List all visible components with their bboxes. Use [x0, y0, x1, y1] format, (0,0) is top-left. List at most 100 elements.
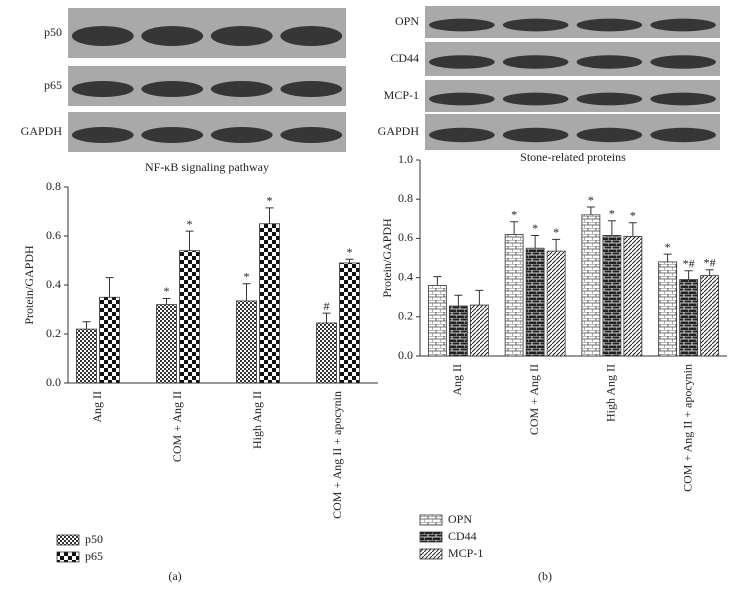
significance-mark: * — [511, 207, 517, 221]
blot-band — [576, 18, 643, 32]
y-tick-label: 0.2 — [46, 326, 61, 340]
bar — [525, 247, 545, 357]
significance-mark: * — [553, 225, 559, 239]
blot-band — [650, 92, 716, 106]
error-bar — [531, 234, 540, 249]
significance-mark: * — [588, 193, 594, 207]
error-bar — [510, 221, 519, 235]
blot-band — [210, 81, 273, 97]
significance-mark: * — [609, 207, 615, 221]
error-bar — [82, 321, 91, 330]
blot-band — [429, 55, 495, 69]
legend-swatch — [419, 531, 443, 543]
bar — [504, 234, 524, 357]
legend-label: CD44 — [448, 529, 477, 543]
error-bar — [105, 277, 114, 298]
blot-band — [210, 26, 273, 46]
y-tick-label: 0.0 — [398, 348, 413, 362]
significance-mark: * — [630, 208, 636, 222]
error-bar — [663, 253, 672, 262]
blot-band — [576, 92, 643, 106]
blot-band — [280, 127, 343, 143]
x-tick-label: COM + Ang II + apocynin — [680, 364, 694, 492]
x-tick-label: Ang II — [90, 391, 104, 423]
error-bar — [705, 269, 714, 276]
error-bar — [475, 289, 484, 306]
bar — [99, 296, 120, 384]
blot-band — [71, 26, 134, 46]
y-tick-label: 0.4 — [46, 277, 61, 291]
blot-band — [429, 18, 495, 32]
bar — [179, 250, 200, 384]
blot-band — [429, 127, 495, 143]
x-tick-label: COM + Ang II — [170, 391, 184, 462]
blot-band — [576, 55, 643, 69]
error-bar — [628, 222, 637, 237]
significance-mark: * — [665, 240, 671, 254]
bar — [236, 300, 257, 384]
bar — [339, 262, 360, 384]
y-tick-label: 0.4 — [398, 269, 413, 283]
panel-label: (b) — [538, 569, 552, 583]
x-tick-label: High Ang II — [604, 364, 618, 422]
legend-swatch — [419, 548, 443, 560]
blot-band — [71, 81, 134, 97]
significance-mark: * — [187, 217, 193, 231]
blot-band — [210, 127, 273, 143]
significance-mark: *# — [683, 256, 695, 270]
legend-label: OPN — [448, 512, 472, 526]
bar — [427, 285, 447, 357]
bar — [546, 250, 566, 357]
y-tick-label: 0.0 — [46, 375, 61, 389]
y-tick-label: 0.2 — [398, 309, 413, 323]
panel-label: (a) — [168, 569, 181, 583]
blot-label: OPN — [395, 14, 419, 28]
y-tick-label: 0.8 — [398, 191, 413, 205]
y-tick-label: 0.6 — [46, 228, 61, 242]
error-bar — [265, 207, 274, 224]
significance-mark: * — [244, 270, 250, 284]
error-bar — [162, 297, 171, 305]
blot-band — [502, 92, 569, 106]
legend-label: p65 — [85, 549, 103, 563]
y-tick-label: 0.8 — [46, 179, 61, 193]
significance-mark: * — [532, 221, 538, 235]
bar — [156, 304, 177, 384]
bar — [316, 322, 337, 384]
blot-caption: Stone-related proteins — [520, 150, 626, 164]
bar — [448, 305, 468, 357]
bar — [679, 279, 699, 357]
blot-band — [576, 127, 643, 143]
significance-mark: * — [267, 194, 273, 208]
x-tick-label: COM + Ang II — [527, 364, 541, 435]
error-bar — [185, 230, 194, 251]
bar — [602, 235, 622, 357]
y-axis-label: Protein/GAPDH — [22, 245, 36, 325]
error-bar — [322, 312, 331, 323]
bar — [581, 214, 601, 357]
bar — [469, 304, 489, 357]
bar — [76, 328, 97, 384]
y-tick-label: 1.0 — [398, 152, 413, 166]
blot-band — [502, 18, 569, 32]
blot-band — [141, 127, 204, 143]
significance-mark: * — [347, 245, 353, 259]
legend-swatch — [56, 551, 80, 563]
error-bar — [454, 294, 463, 307]
bar — [623, 236, 643, 357]
error-bar — [607, 220, 616, 236]
significance-mark: # — [324, 299, 330, 313]
blot-label: MCP-1 — [384, 88, 419, 102]
blot-label: GAPDH — [378, 124, 420, 138]
blot-band — [650, 55, 716, 69]
blot-band — [141, 81, 204, 97]
legend-swatch — [419, 514, 443, 526]
error-bar — [586, 206, 595, 215]
error-bar — [684, 270, 693, 280]
blot-band — [429, 92, 495, 106]
x-tick-label: High Ang II — [250, 391, 264, 449]
blot-label: p65 — [44, 78, 62, 92]
blot-band — [650, 18, 716, 32]
bar — [700, 275, 720, 357]
